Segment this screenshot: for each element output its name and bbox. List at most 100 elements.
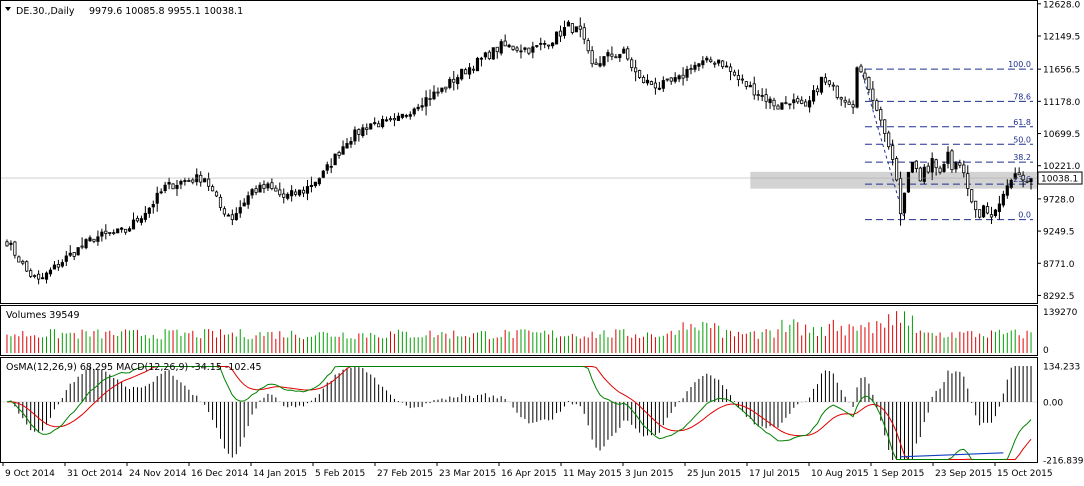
support-zone [750, 171, 1037, 189]
candle-body [396, 115, 400, 121]
candle-body [305, 186, 310, 194]
candle-body [744, 81, 748, 87]
candle-body [626, 48, 630, 60]
candle-body [554, 31, 559, 45]
candle-body [562, 27, 567, 36]
macd-tick-label: -216.839 [1043, 457, 1084, 467]
date-tick-label: 24 Nov 2014 [129, 469, 187, 479]
divergence-line [900, 452, 1004, 458]
candle-body [815, 88, 820, 93]
candle-body [68, 252, 72, 256]
candle-body [353, 129, 357, 142]
candle-body [120, 227, 124, 230]
candle-body [369, 123, 373, 130]
candle-body [448, 79, 452, 88]
candle-body [689, 68, 693, 71]
candle-body [851, 104, 855, 108]
candle-body [495, 46, 499, 53]
candle-body [985, 206, 990, 214]
candle-body [388, 118, 393, 121]
candle-body [989, 214, 994, 218]
candle-body [507, 44, 511, 48]
candle-body [756, 94, 760, 97]
candle-body [827, 80, 831, 85]
date-tick-label: 23 Mar 2015 [439, 469, 496, 479]
candle-body [685, 68, 689, 78]
candle-body [37, 273, 41, 280]
candle-body [657, 87, 661, 90]
candle-body [175, 185, 179, 189]
candle-body [373, 122, 377, 124]
candle-body [922, 166, 926, 182]
candle-body [1025, 180, 1029, 183]
candle-body [978, 209, 982, 218]
candle-body [808, 100, 812, 108]
fib-label-50-0: 50.0 [1013, 135, 1031, 144]
candle-body [1017, 172, 1021, 176]
candle-body [938, 167, 942, 173]
candle-body [523, 47, 527, 50]
candle-body [187, 180, 191, 182]
candle-body [143, 212, 147, 220]
candle-body [606, 52, 610, 57]
candle-body [527, 47, 531, 54]
candle-body [859, 65, 863, 73]
candle-body [717, 59, 721, 64]
candle-body [357, 129, 361, 135]
candle-body [788, 103, 792, 106]
candle-body [400, 113, 404, 118]
candle-body [214, 191, 219, 197]
candle-body [341, 146, 345, 155]
candle-body [377, 123, 381, 128]
date-tick-label: 31 Oct 2014 [67, 469, 123, 479]
candle-body [602, 56, 606, 66]
candle-body [1005, 185, 1009, 196]
candle-body [653, 82, 657, 89]
candle-body [661, 80, 665, 89]
candle-body [294, 191, 298, 195]
candle-body [776, 105, 780, 110]
candle-body [432, 91, 436, 100]
candle-body [487, 51, 491, 60]
candle-body [5, 241, 9, 247]
candle-body [811, 90, 816, 102]
price-tick-label: 8771.0 [1043, 260, 1075, 270]
date-tick-label: 14 Jan 2015 [253, 469, 307, 479]
main-panel-frame [0, 0, 1038, 304]
candle-body [673, 77, 677, 82]
candle-body [467, 67, 472, 75]
candle-body [88, 237, 92, 242]
candle-body [598, 63, 602, 67]
candle-body [772, 99, 776, 107]
macd-layer [1, 366, 1037, 460]
macd-main-line [6, 366, 1032, 460]
candle-body [163, 184, 167, 191]
volume-panel-label: Volumes 39549 [6, 310, 80, 321]
candle-body [21, 260, 25, 264]
candle-body [898, 178, 903, 215]
candle-body [155, 192, 159, 204]
candle-body [800, 99, 804, 104]
candle-body [531, 46, 535, 53]
candle-body [728, 66, 733, 72]
macd-panel-label: OsMA(12,26,9) 68.295 MACD(12,26,9) -34.1… [6, 362, 262, 373]
candle-body [839, 97, 843, 100]
candle-body [56, 264, 60, 268]
candle-body [147, 207, 151, 214]
volume-tick-label: 139270 [1043, 308, 1078, 318]
candle-body [416, 106, 420, 110]
candle-body [748, 84, 752, 88]
candle-body [151, 203, 155, 208]
candle-body [337, 152, 341, 156]
symbol-label: DE.30.,Daily [16, 6, 75, 17]
last-price-label: 10038.1 [1041, 175, 1078, 185]
candle-body [96, 236, 100, 242]
date-tick-label: 1 Sep 2015 [873, 469, 924, 479]
candle-body [286, 193, 290, 199]
dropdown-arrow-icon[interactable] [5, 7, 11, 11]
candle-body [64, 255, 68, 262]
candle-body [33, 275, 37, 277]
fib-label-100-0: 100.0 [1008, 60, 1031, 69]
candle-body [365, 127, 369, 130]
